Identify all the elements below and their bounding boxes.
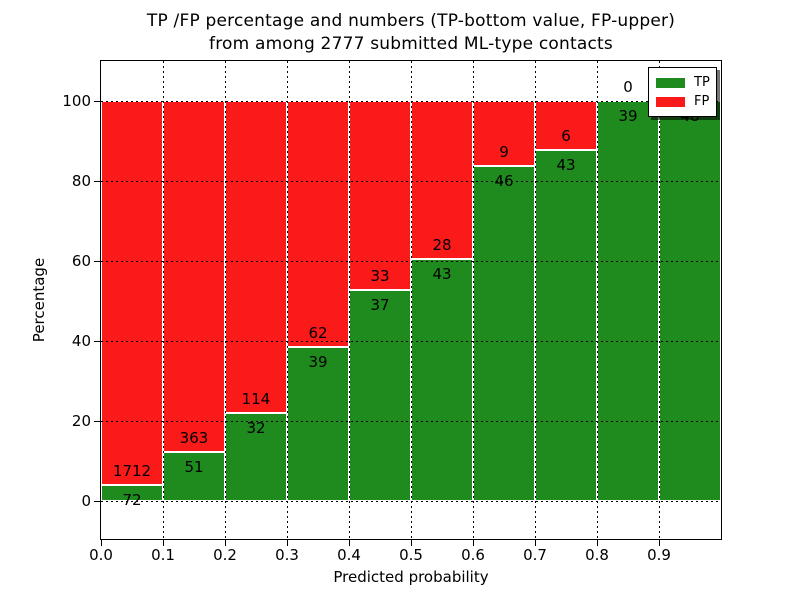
x-tick-label: 0.7 (523, 546, 547, 564)
x-tick-mark (596, 540, 598, 546)
tp-count-label: 43 (432, 264, 452, 283)
y-tick-mark (94, 180, 100, 182)
tp-bar-segment (101, 484, 163, 501)
legend-label-tp: TP (694, 75, 710, 90)
tp-bar-segment (163, 451, 225, 501)
x-tick-mark (534, 540, 536, 546)
x-tick-label: 0.4 (337, 546, 361, 564)
y-tick-label: 0 (81, 492, 91, 510)
chart-title-line2: from among 2777 submitted ML-type contac… (209, 34, 613, 54)
v-gridline (473, 61, 474, 539)
tp-count-label: 46 (494, 172, 514, 191)
y-tick-mark (94, 500, 100, 502)
v-gridline (597, 61, 598, 539)
plot-area: TP /FP percentage and numbers (TP-bottom… (30, 11, 722, 586)
y-tick-label: 80 (71, 172, 91, 190)
fp-count-label: 28 (432, 235, 452, 254)
v-gridline (287, 61, 288, 539)
tp-count-label: 39 (308, 352, 328, 371)
v-gridline (659, 61, 660, 539)
x-axis-label: Predicted probability (333, 568, 489, 586)
x-tick-label: 0.1 (151, 546, 175, 564)
x-tick-label: 0.0 (89, 546, 113, 564)
y-tick-mark (94, 260, 100, 262)
x-tick-mark (472, 540, 474, 546)
fp-count-label: 33 (370, 266, 390, 285)
x-tick-mark (224, 540, 226, 546)
x-tick-mark (100, 540, 102, 546)
tp-green-swatch-icon (656, 77, 685, 88)
tp-bar-segment (597, 101, 659, 501)
legend-label-fp: FP (694, 94, 710, 109)
tp-count-label: 37 (370, 295, 390, 314)
tp-count-label: 32 (246, 419, 266, 438)
tp-bar-segment (659, 101, 721, 501)
v-gridline (225, 61, 226, 539)
fp-red-swatch-icon (656, 96, 685, 107)
x-tick-label: 0.2 (213, 546, 237, 564)
y-tick-mark (94, 100, 100, 102)
x-tick-mark (410, 540, 412, 546)
v-gridline (349, 61, 350, 539)
legend-row-tp: TP (656, 73, 710, 92)
x-tick-mark (348, 540, 350, 546)
tp-bar-segment (473, 166, 535, 501)
fp-count-label: 62 (308, 323, 328, 342)
fp-bar-segment (535, 101, 597, 150)
y-tick-mark (94, 420, 100, 422)
x-tick-label: 0.8 (585, 546, 609, 564)
x-tick-mark (286, 540, 288, 546)
tp-count-label: 72 (122, 490, 142, 509)
y-tick-label: 20 (71, 412, 91, 430)
x-tick-mark (658, 540, 660, 546)
y-tick-mark (94, 340, 100, 342)
fp-bar-segment (287, 101, 349, 347)
fp-count-label: 363 (179, 428, 209, 447)
y-tick-label: 60 (71, 252, 91, 270)
x-tick-label: 0.9 (647, 546, 671, 564)
tp-count-label: 39 (618, 107, 638, 125)
chart-title-line1: TP /FP percentage and numbers (TP-bottom… (146, 11, 676, 31)
fp-count-label: 6 (561, 126, 571, 145)
legend: TP FP (648, 67, 717, 117)
tp-bar-segment (349, 289, 411, 501)
v-gridline (163, 61, 164, 539)
fp-bar-segment (101, 101, 163, 485)
x-tick-label: 0.6 (461, 546, 485, 564)
legend-row-fp: FP (656, 92, 709, 111)
y-tick-label: 40 (71, 332, 91, 350)
tp-bar-segment (535, 149, 597, 501)
y-tick-label: 100 (62, 92, 91, 110)
x-tick-label: 0.5 (399, 546, 423, 564)
fp-bar-segment (163, 101, 225, 452)
fp-bar-segment (225, 101, 287, 414)
x-tick-label: 0.3 (275, 546, 299, 564)
x-tick-mark (162, 540, 164, 546)
chart-title: TP /FP percentage and numbers (TP-bottom… (101, 10, 721, 56)
fp-count-label: 9 (499, 143, 509, 162)
fp-count-label: 114 (241, 390, 271, 409)
fp-count-label: 0 (623, 78, 633, 96)
v-gridline (535, 61, 536, 539)
tp-bar-segment (411, 258, 473, 501)
tp-count-label: 51 (184, 457, 204, 476)
fp-count-label: 1712 (112, 461, 152, 480)
tp-count-label: 43 (556, 155, 576, 174)
y-axis-label: Percentage (30, 257, 48, 343)
v-gridline (411, 61, 412, 539)
